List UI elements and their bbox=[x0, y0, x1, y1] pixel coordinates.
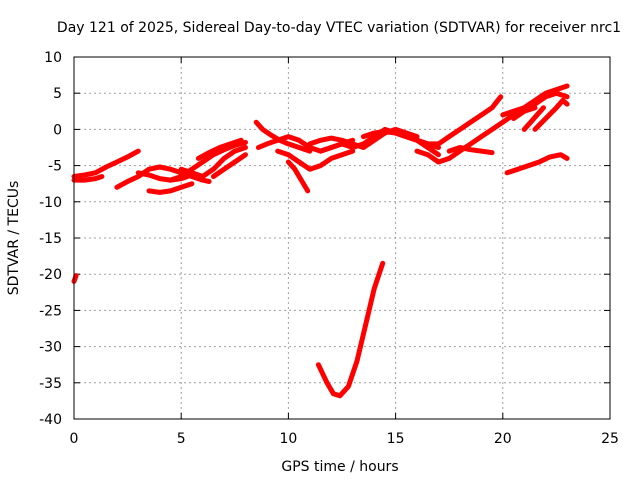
x-tick-label: 0 bbox=[70, 431, 79, 447]
y-tick-label: -5 bbox=[48, 159, 62, 175]
plot-frame bbox=[73, 56, 611, 420]
x-tick-label: 15 bbox=[387, 431, 405, 447]
series-arc-26 bbox=[504, 152, 570, 176]
y-tick-label: -15 bbox=[39, 231, 62, 247]
series-arc-25 bbox=[532, 97, 570, 132]
x-tick-label: 20 bbox=[494, 431, 512, 447]
series-arc-04 bbox=[114, 164, 212, 190]
chart-title: Day 121 of 2025, Sidereal Day-to-day VTE… bbox=[57, 20, 621, 36]
x-axis-label: GPS time / hours bbox=[281, 459, 398, 475]
data-series bbox=[71, 83, 570, 399]
x-tick-label: 10 bbox=[279, 431, 297, 447]
y-tick-label: -40 bbox=[39, 412, 62, 428]
series-arc-19 bbox=[393, 94, 504, 147]
series-arc-23 bbox=[511, 90, 570, 121]
y-tick-label: 0 bbox=[53, 122, 62, 138]
series-arc-24 bbox=[521, 105, 546, 132]
x-tick-labels: 0 5 10 15 20 25 bbox=[70, 431, 619, 447]
series-arc-07 bbox=[168, 139, 248, 183]
series-arc-22 bbox=[500, 83, 570, 118]
series-arc-15 bbox=[307, 126, 420, 150]
x-tick-label: 25 bbox=[601, 431, 619, 447]
series-arc-14 bbox=[285, 159, 311, 194]
y-tick-label: -30 bbox=[39, 340, 62, 356]
series-arc-09 bbox=[195, 137, 244, 161]
series-arc-10 bbox=[210, 152, 248, 179]
y-tick-label: 5 bbox=[53, 86, 62, 102]
series-arc-18 bbox=[315, 260, 386, 399]
y-axis-label: SDTVAR / TECUs bbox=[6, 181, 22, 296]
series-arc-01 bbox=[71, 148, 141, 179]
y-tick-label: 10 bbox=[44, 50, 62, 66]
series-arc-21 bbox=[446, 145, 495, 156]
x-tick-label: 5 bbox=[177, 431, 186, 447]
y-tick-label: -35 bbox=[39, 376, 62, 392]
y-tick-label: -20 bbox=[39, 267, 62, 283]
series-arc-02 bbox=[71, 174, 105, 183]
y-tick-label: -25 bbox=[39, 303, 62, 319]
y-tick-labels: -40 -35 -30 -25 -20 -15 -10 -5 0 5 10 bbox=[39, 50, 62, 428]
series-arc-13 bbox=[275, 148, 356, 172]
series-arc-08 bbox=[178, 145, 248, 179]
y-tick-label: -10 bbox=[39, 195, 62, 211]
series-arc-05 bbox=[146, 181, 195, 195]
